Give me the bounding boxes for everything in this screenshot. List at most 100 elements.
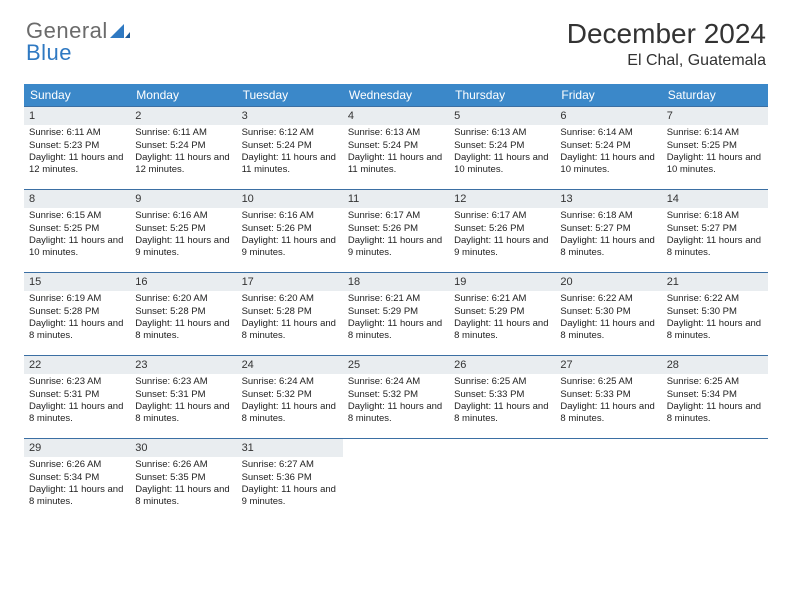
day-body: Sunrise: 6:20 AMSunset: 5:28 PMDaylight:… [242,293,338,342]
day-body: Sunrise: 6:23 AMSunset: 5:31 PMDaylight:… [135,376,231,425]
day-number: 8 [24,190,130,208]
day-number: 31 [237,439,343,457]
day-number: 17 [237,273,343,291]
day-number: 12 [449,190,555,208]
day-number: 24 [237,356,343,374]
logo-text: General Blue [26,18,130,64]
day-body: Sunrise: 6:18 AMSunset: 5:27 PMDaylight:… [560,210,656,259]
day-body: Sunrise: 6:23 AMSunset: 5:31 PMDaylight:… [29,376,125,425]
day-body: Sunrise: 6:18 AMSunset: 5:27 PMDaylight:… [667,210,763,259]
day-body: Sunrise: 6:26 AMSunset: 5:34 PMDaylight:… [29,459,125,508]
dow-cell: Saturday [662,84,768,106]
day-body: Sunrise: 6:25 AMSunset: 5:34 PMDaylight:… [667,376,763,425]
day-number: 7 [662,107,768,125]
day-body: Sunrise: 6:13 AMSunset: 5:24 PMDaylight:… [454,127,550,176]
day-cell [449,439,555,521]
day-cell: 21 Sunrise: 6:22 AMSunset: 5:30 PMDayligh… [662,273,768,355]
day-number: 30 [130,439,236,457]
day-number: 1 [24,107,130,125]
day-body: Sunrise: 6:14 AMSunset: 5:25 PMDaylight:… [667,127,763,176]
day-body: Sunrise: 6:21 AMSunset: 5:29 PMDaylight:… [348,293,444,342]
day-body: Sunrise: 6:11 AMSunset: 5:23 PMDaylight:… [29,127,125,176]
day-number: 21 [662,273,768,291]
day-number: 19 [449,273,555,291]
day-cell: 9 Sunrise: 6:16 AMSunset: 5:25 PMDaylight… [130,190,236,272]
day-body: Sunrise: 6:22 AMSunset: 5:30 PMDaylight:… [667,293,763,342]
day-body: Sunrise: 6:14 AMSunset: 5:24 PMDaylight:… [560,127,656,176]
day-cell: 28 Sunrise: 6:25 AMSunset: 5:34 PMDayligh… [662,356,768,438]
logo: General Blue [26,18,130,64]
day-cell: 10Sunrise: 6:16 AMSunset: 5:26 PMDayligh… [237,190,343,272]
location: El Chal, Guatemala [567,52,766,70]
dow-cell: Wednesday [343,84,449,106]
day-cell: 30 Sunrise: 6:26 AMSunset: 5:35 PMDayligh… [130,439,236,521]
day-cell: 11Sunrise: 6:17 AMSunset: 5:26 PMDayligh… [343,190,449,272]
day-number: 10 [237,190,343,208]
day-cell: 14 Sunrise: 6:18 AMSunset: 5:27 PMDayligh… [662,190,768,272]
logo-sail-icon [110,20,130,42]
day-body: Sunrise: 6:24 AMSunset: 5:32 PMDaylight:… [348,376,444,425]
day-body: Sunrise: 6:11 AMSunset: 5:24 PMDaylight:… [135,127,231,176]
day-body: Sunrise: 6:22 AMSunset: 5:30 PMDaylight:… [560,293,656,342]
day-cell: 31 Sunrise: 6:27 AMSunset: 5:36 PMDayligh… [237,439,343,521]
week-row: 29 Sunrise: 6:26 AMSunset: 5:34 PMDayligh… [24,438,768,521]
day-body: Sunrise: 6:27 AMSunset: 5:36 PMDaylight:… [242,459,338,508]
day-body: Sunrise: 6:17 AMSunset: 5:26 PMDaylight:… [454,210,550,259]
day-number: 3 [237,107,343,125]
day-cell: 29 Sunrise: 6:26 AMSunset: 5:34 PMDayligh… [24,439,130,521]
day-cell: 27 Sunrise: 6:25 AMSunset: 5:33 PMDayligh… [555,356,661,438]
day-cell: 15 Sunrise: 6:19 AMSunset: 5:28 PMDayligh… [24,273,130,355]
day-cell: 25 Sunrise: 6:24 AMSunset: 5:32 PMDayligh… [343,356,449,438]
day-number: 5 [449,107,555,125]
day-number: 11 [343,190,449,208]
day-body: Sunrise: 6:25 AMSunset: 5:33 PMDaylight:… [454,376,550,425]
day-number: 22 [24,356,130,374]
day-cell: 19 Sunrise: 6:21 AMSunset: 5:29 PMDayligh… [449,273,555,355]
day-cell: 13Sunrise: 6:18 AMSunset: 5:27 PMDayligh… [555,190,661,272]
day-body: Sunrise: 6:25 AMSunset: 5:33 PMDaylight:… [560,376,656,425]
day-body: Sunrise: 6:15 AMSunset: 5:25 PMDaylight:… [29,210,125,259]
dow-cell: Monday [130,84,236,106]
day-cell [343,439,449,521]
calendar: SundayMondayTuesdayWednesdayThursdayFrid… [24,84,768,521]
day-cell: 22 Sunrise: 6:23 AMSunset: 5:31 PMDayligh… [24,356,130,438]
day-cell: 4 Sunrise: 6:13 AMSunset: 5:24 PMDaylight… [343,107,449,189]
day-body: Sunrise: 6:20 AMSunset: 5:28 PMDaylight:… [135,293,231,342]
day-body: Sunrise: 6:12 AMSunset: 5:24 PMDaylight:… [242,127,338,176]
day-cell: 6Sunrise: 6:14 AMSunset: 5:24 PMDaylight… [555,107,661,189]
day-cell: 20 Sunrise: 6:22 AMSunset: 5:30 PMDayligh… [555,273,661,355]
day-body: Sunrise: 6:13 AMSunset: 5:24 PMDaylight:… [348,127,444,176]
day-number: 20 [555,273,661,291]
week-row: 22 Sunrise: 6:23 AMSunset: 5:31 PMDayligh… [24,355,768,438]
day-number: 16 [130,273,236,291]
day-body: Sunrise: 6:19 AMSunset: 5:28 PMDaylight:… [29,293,125,342]
dow-row: SundayMondayTuesdayWednesdayThursdayFrid… [24,84,768,106]
day-number: 18 [343,273,449,291]
day-cell: 18 Sunrise: 6:21 AMSunset: 5:29 PMDayligh… [343,273,449,355]
day-cell [662,439,768,521]
day-cell: 16 Sunrise: 6:20 AMSunset: 5:28 PMDayligh… [130,273,236,355]
dow-cell: Thursday [449,84,555,106]
day-number: 9 [130,190,236,208]
day-number: 29 [24,439,130,457]
day-body: Sunrise: 6:21 AMSunset: 5:29 PMDaylight:… [454,293,550,342]
day-number: 23 [130,356,236,374]
day-number: 14 [662,190,768,208]
week-row: 8 Sunrise: 6:15 AMSunset: 5:25 PMDaylight… [24,189,768,272]
header: General Blue December 2024 El Chal, Guat… [0,0,792,78]
logo-word-blue: Blue [26,40,72,65]
day-body: Sunrise: 6:16 AMSunset: 5:25 PMDaylight:… [135,210,231,259]
day-number: 25 [343,356,449,374]
day-body: Sunrise: 6:26 AMSunset: 5:35 PMDaylight:… [135,459,231,508]
title-block: December 2024 El Chal, Guatemala [567,18,766,70]
day-cell: 7 Sunrise: 6:14 AMSunset: 5:25 PMDaylight… [662,107,768,189]
week-row: 1 Sunrise: 6:11 AMSunset: 5:23 PMDaylight… [24,106,768,189]
day-cell: 8 Sunrise: 6:15 AMSunset: 5:25 PMDaylight… [24,190,130,272]
day-number: 15 [24,273,130,291]
day-number: 26 [449,356,555,374]
day-number: 28 [662,356,768,374]
week-row: 15 Sunrise: 6:19 AMSunset: 5:28 PMDayligh… [24,272,768,355]
day-cell: 17 Sunrise: 6:20 AMSunset: 5:28 PMDayligh… [237,273,343,355]
day-number: 27 [555,356,661,374]
day-number: 4 [343,107,449,125]
